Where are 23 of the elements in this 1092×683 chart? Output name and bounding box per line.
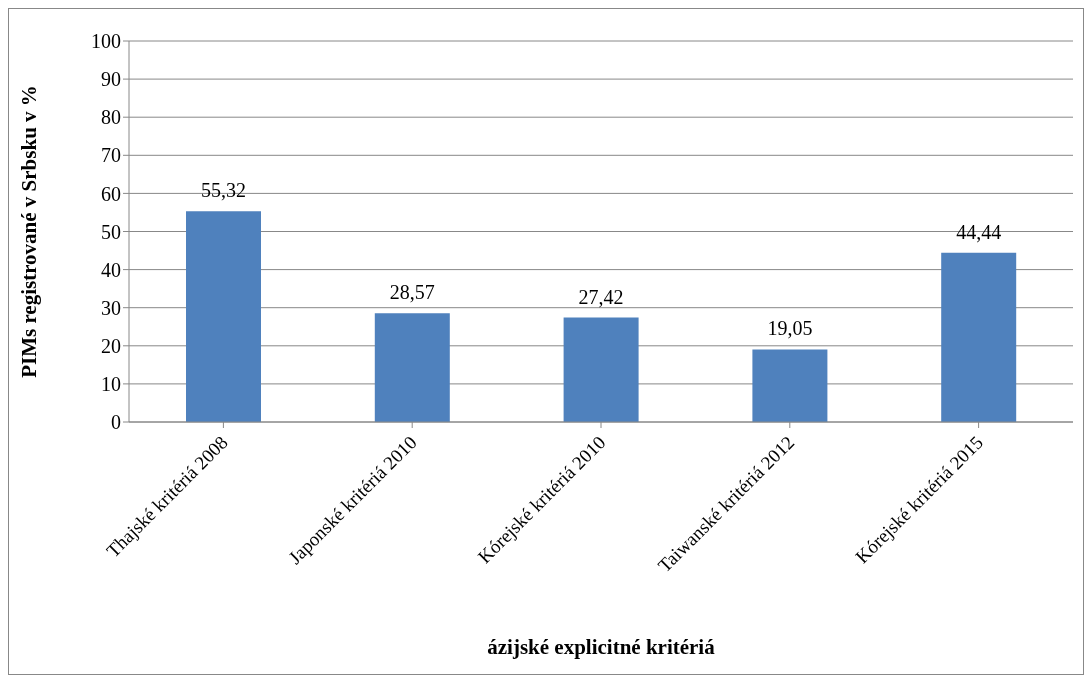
bar [563, 317, 639, 422]
y-tick-label: 60 [101, 182, 121, 205]
data-label: 27,42 [578, 285, 624, 308]
y-axis-title: PIMs registrované v Srbsku v % [17, 85, 42, 378]
y-tick-label: 0 [111, 411, 121, 434]
y-tick-label: 40 [101, 258, 121, 281]
y-tick-label: 70 [101, 144, 121, 167]
data-label: 19,05 [767, 317, 813, 340]
y-tick-label: 10 [101, 373, 121, 395]
bar [752, 349, 828, 422]
bar [374, 313, 450, 422]
data-label: 44,44 [956, 220, 1002, 243]
y-tick-label: 20 [101, 334, 121, 357]
bar [186, 211, 261, 422]
y-tick-label: 30 [101, 296, 121, 319]
y-tick-label: 100 [91, 30, 121, 53]
y-tick-label: 80 [101, 106, 121, 129]
data-label: 28,57 [389, 281, 435, 304]
bar [941, 252, 1017, 422]
y-tick-label: 90 [101, 68, 121, 91]
x-axis-title: ázijské explicitné kritériá [487, 635, 716, 659]
data-label: 55,32 [201, 179, 246, 202]
y-tick-label: 50 [101, 220, 121, 243]
